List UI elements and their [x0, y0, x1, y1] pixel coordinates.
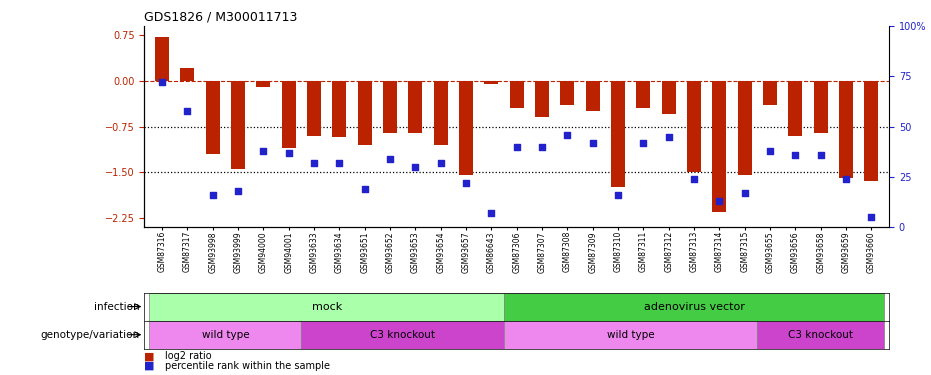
Point — [712, 198, 727, 204]
Bar — [256, 81, 270, 87]
Point — [408, 164, 423, 170]
Bar — [504, 321, 758, 349]
Point — [814, 152, 829, 157]
Bar — [504, 292, 884, 321]
Point — [383, 156, 398, 162]
Bar — [149, 292, 504, 321]
Text: C3 knockout: C3 knockout — [371, 330, 435, 340]
Point — [433, 160, 448, 166]
Bar — [637, 81, 651, 108]
Bar — [302, 321, 504, 349]
Bar — [282, 81, 296, 148]
Bar — [611, 81, 625, 188]
Text: infection: infection — [94, 302, 140, 312]
Text: wild type: wild type — [201, 330, 250, 340]
Bar — [737, 81, 751, 175]
Point — [611, 192, 626, 198]
Point — [256, 148, 271, 154]
Bar — [864, 81, 878, 181]
Point — [281, 150, 296, 156]
Point — [180, 108, 195, 114]
Text: mock: mock — [312, 302, 342, 312]
Bar — [712, 81, 726, 212]
Bar — [814, 81, 828, 133]
Bar — [687, 81, 701, 172]
Text: genotype/variation: genotype/variation — [41, 330, 140, 340]
Bar — [586, 81, 600, 111]
Bar — [535, 81, 549, 117]
Bar — [763, 81, 777, 105]
Bar — [358, 81, 371, 145]
Point — [484, 210, 499, 216]
Text: log2 ratio: log2 ratio — [165, 351, 211, 361]
Bar — [758, 321, 884, 349]
Point — [231, 188, 246, 194]
Bar — [434, 81, 448, 145]
Point — [839, 176, 854, 182]
Point — [358, 186, 372, 192]
Point — [459, 180, 474, 186]
Point — [534, 144, 549, 150]
Bar — [231, 81, 245, 169]
Point — [306, 160, 321, 166]
Text: wild type: wild type — [607, 330, 654, 340]
Bar — [383, 81, 397, 133]
Bar — [560, 81, 574, 105]
Bar — [149, 321, 302, 349]
Bar — [206, 81, 220, 154]
Point — [586, 140, 600, 146]
Point — [661, 134, 676, 140]
Point — [332, 160, 347, 166]
Point — [155, 80, 169, 86]
Text: ■: ■ — [144, 351, 155, 361]
Bar — [459, 81, 473, 175]
Point — [560, 132, 574, 138]
Point — [636, 140, 651, 146]
Bar — [662, 81, 676, 114]
Point — [509, 144, 524, 150]
Text: GDS1826 / M300011713: GDS1826 / M300011713 — [144, 11, 298, 24]
Point — [737, 190, 752, 196]
Bar — [181, 68, 195, 81]
Bar — [155, 37, 169, 81]
Point — [205, 192, 220, 198]
Point — [864, 214, 879, 220]
Text: C3 knockout: C3 knockout — [789, 330, 853, 340]
Bar — [484, 81, 498, 84]
Text: ■: ■ — [144, 361, 155, 371]
Bar — [307, 81, 321, 136]
Text: adenovirus vector: adenovirus vector — [643, 302, 745, 312]
Bar — [332, 81, 346, 137]
Text: percentile rank within the sample: percentile rank within the sample — [165, 361, 330, 371]
Bar — [510, 81, 523, 108]
Point — [686, 176, 701, 182]
Bar — [409, 81, 423, 133]
Point — [762, 148, 777, 154]
Point — [788, 152, 803, 157]
Bar — [839, 81, 853, 178]
Bar — [789, 81, 803, 136]
